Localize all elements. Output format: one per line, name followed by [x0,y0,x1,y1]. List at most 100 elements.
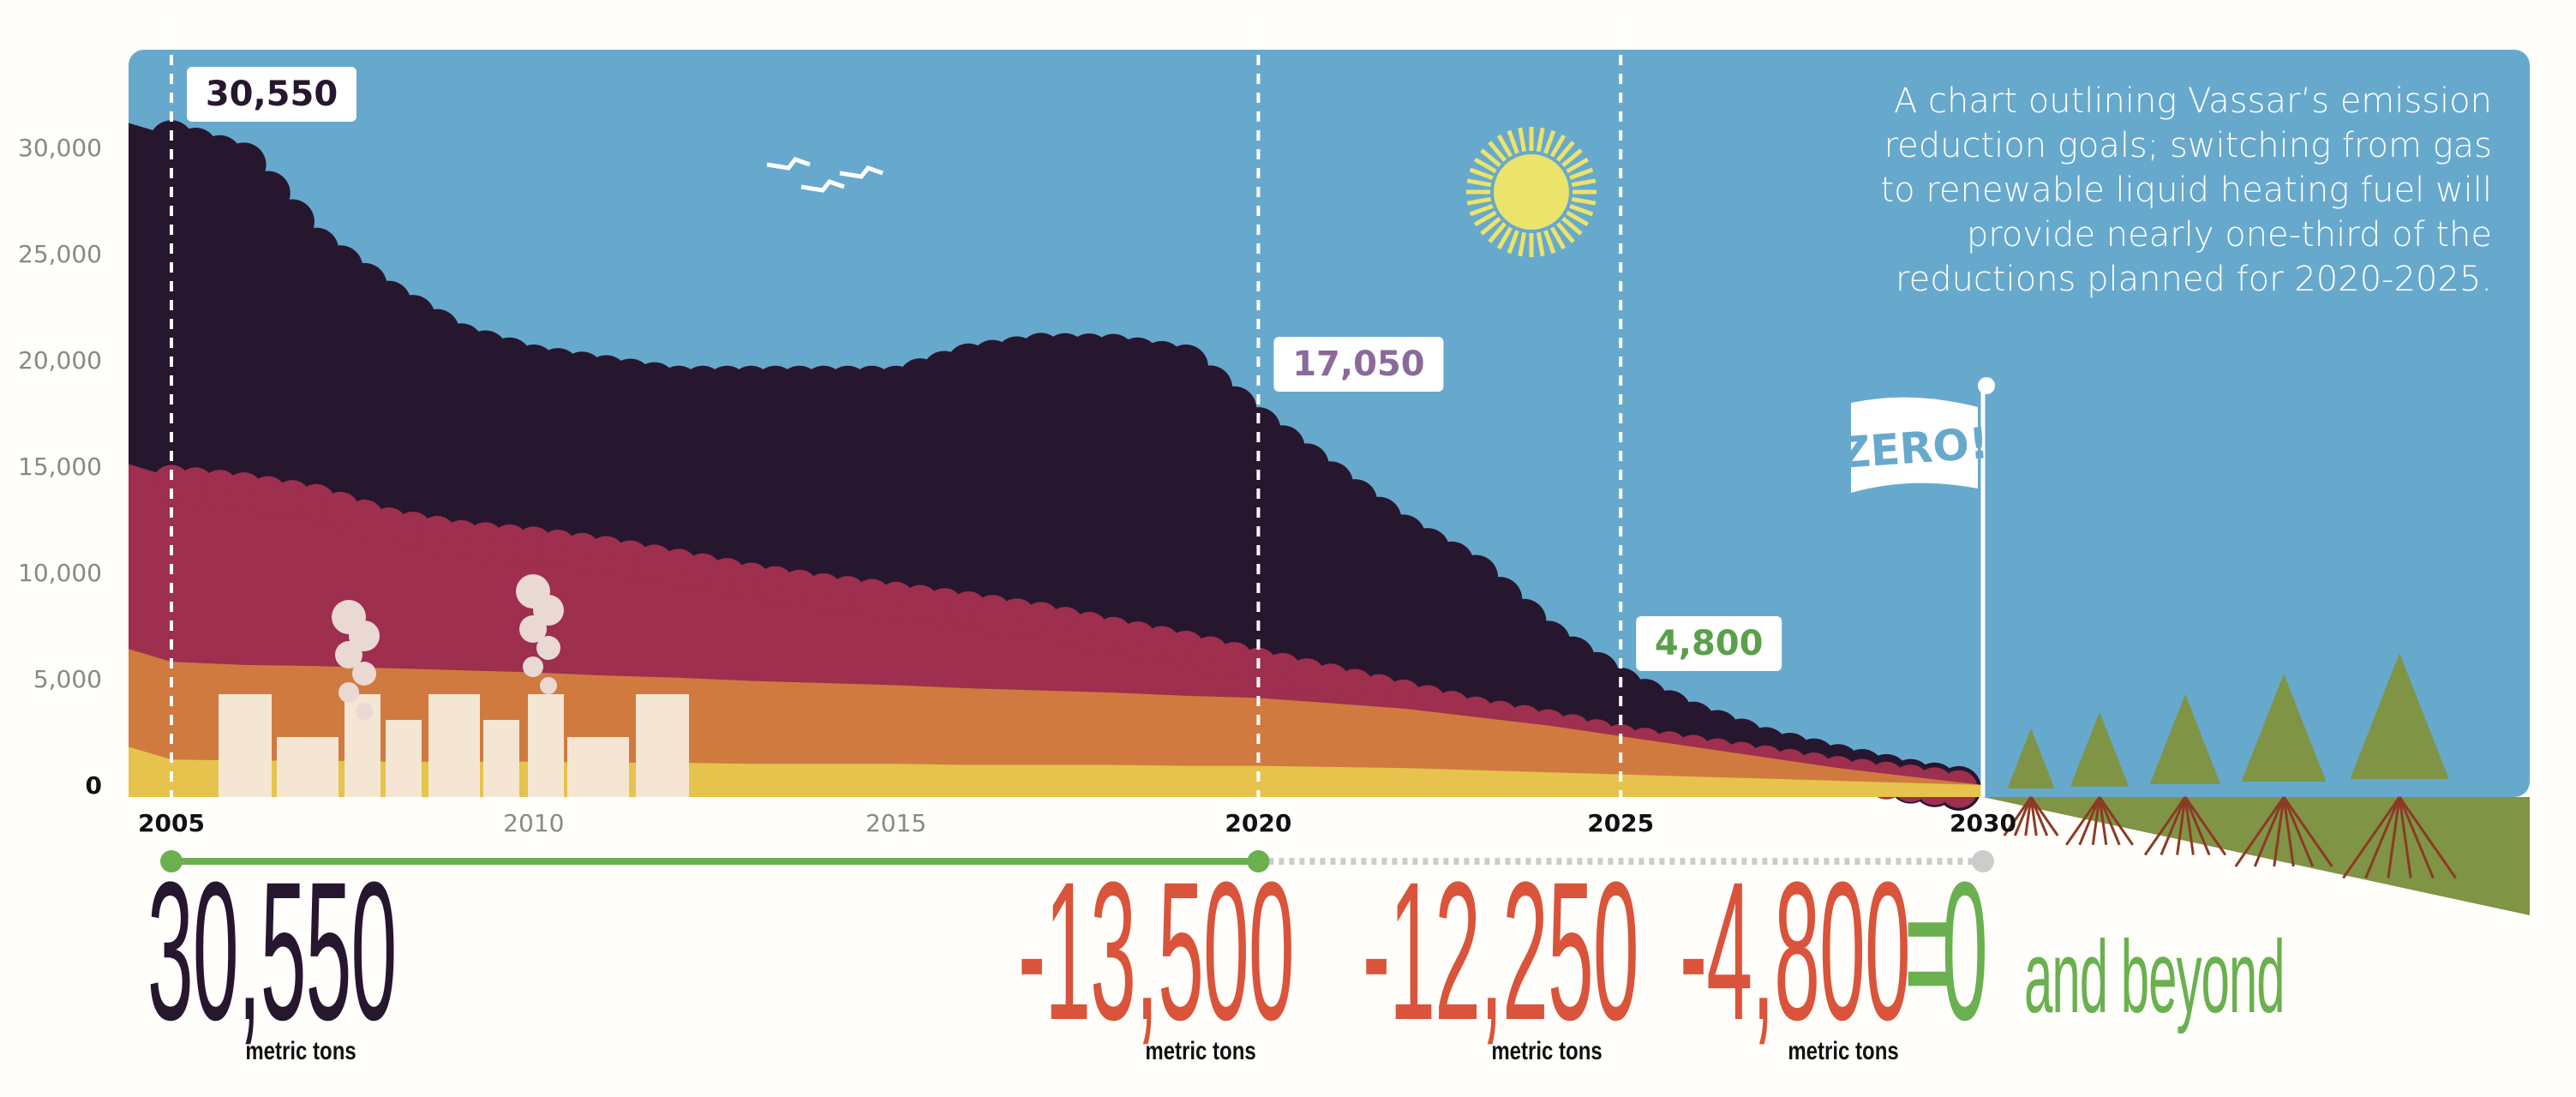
tree-icon [2070,711,2130,787]
tree-root [2029,796,2038,836]
campus-building [528,694,564,797]
tree-root [2091,796,2101,846]
tree-root [2160,796,2187,856]
tree-root [2398,796,2457,879]
tree-root [2282,796,2295,867]
timeline-end-dot [1972,850,1994,872]
bird-icon [839,165,884,179]
reduction-2020: -13,500 [1018,841,1295,1061]
annotation-text: A chart outlining Vassar’s emission redu… [1841,79,2492,302]
sun-ray [1480,216,1501,236]
sun-ray [1555,222,1575,243]
end-total: 0 [1942,841,1988,1061]
smoke-plume [519,615,547,643]
sun-ray [1543,129,1556,154]
sun-ray [1571,196,1597,206]
sun-ray [1518,127,1527,153]
y-tick-label: 15,000 [18,453,102,481]
tree-root [2098,796,2121,846]
tree-icon [2350,653,2449,779]
y-tick-label: 30,000 [18,134,102,162]
sun-ray [1480,148,1501,168]
sun-ray [1571,178,1597,188]
tree-icon [2007,728,2055,788]
sun-ray [1543,230,1556,255]
sun-ray [1507,129,1519,154]
tree-root [2282,796,2315,867]
sun-ray [1549,134,1567,158]
sun-ray [1536,127,1545,153]
bird-icon [800,179,845,193]
total-label-box [1636,616,1782,671]
ground-wedge [1983,797,2530,915]
reduction-2030: -4,800 [1680,841,1911,1061]
annotation-line: to renewable liquid heating fuel will [1880,171,2492,210]
sun-ray [1473,157,1497,174]
sun-ray [1469,167,1494,180]
sun-ray [1473,210,1497,227]
sun-ray [1496,226,1513,250]
sun-ray [1536,231,1545,257]
sun-ray [1566,210,1590,227]
flag-text: ZERO! [1838,418,1991,478]
campus-building [386,720,422,797]
sun-ray [1569,204,1594,217]
bird-on-flag-icon [1978,377,1995,394]
tree-root [2282,796,2333,867]
x-tick-label: 2010 [503,809,564,837]
smoke-plume [356,703,373,720]
sun-ray [1466,196,1492,206]
tree-root [2013,796,2033,836]
tree-root [2024,796,2033,836]
x-tick-label: 2020 [1225,809,1291,837]
tree-root [2098,796,2134,846]
tree-root [2143,796,2187,856]
unit-label: metric tons [1145,1037,1256,1065]
sun-ray [1466,178,1492,188]
annotation-line: reduction goals; switching from gas [1884,126,2492,165]
sun-ray [1561,148,1583,168]
end-suffix: and beyond [2024,920,2285,1034]
zero-flag [1851,397,1978,493]
campus-building [567,737,629,797]
sun-icon [1494,154,1569,230]
unit-label: metric tons [1491,1037,1603,1065]
tree-root [2098,796,2108,846]
total-label-box [1273,337,1444,392]
smoke-plume [540,677,557,694]
tree-root [2184,796,2195,855]
tree-root [2003,796,2033,836]
sun-ray [1518,231,1527,257]
smoke-plume [352,662,376,686]
tree-root [2253,796,2285,867]
sun-ray [1496,134,1513,158]
total-label: 4,800 [1655,624,1764,663]
campus-building [277,737,338,797]
sun-ray [1569,167,1594,180]
tree-root [2065,796,2101,846]
unit-label: metric tons [245,1037,356,1065]
tree-root [2364,796,2401,879]
annotation-line: reductions planned for 2020-2025. [1896,260,2492,299]
total-label-box [187,67,356,122]
tree-root [2234,796,2285,867]
tree-root [2029,796,2059,836]
tree-root [2398,796,2412,878]
total-label: 17,050 [1292,345,1424,384]
campus-building [483,720,519,797]
sun-ray [1507,230,1519,255]
tree-root [2342,796,2401,879]
bird-icon [766,157,811,171]
total-label: 30,550 [206,75,338,114]
annotation-line: provide nearly one-third of the [1966,215,2492,255]
reduction-2025: -12,250 [1363,841,1639,1061]
tree-root [2387,796,2401,878]
x-tick-label: 2015 [866,809,926,837]
tree-root [2176,796,2187,855]
sun-ray [1561,216,1583,236]
sun-ray [1469,204,1494,217]
start-total: 30,550 [147,841,397,1061]
smoke-plume [536,636,560,660]
sun-ray [1488,141,1507,162]
